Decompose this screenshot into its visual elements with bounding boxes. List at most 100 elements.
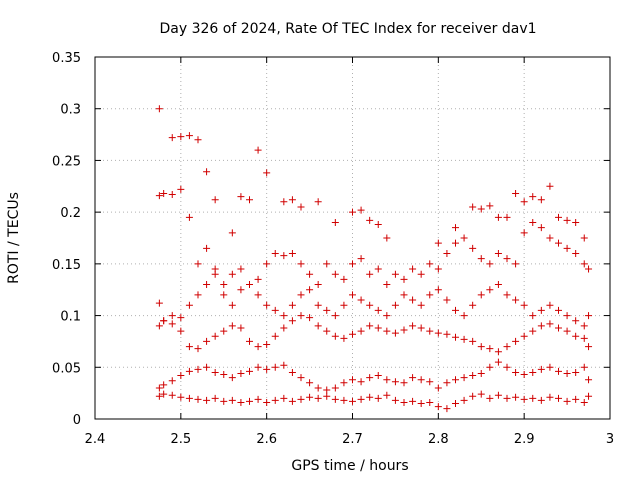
data-point bbox=[572, 368, 580, 376]
data-point bbox=[177, 133, 185, 141]
data-point bbox=[520, 371, 528, 379]
data-point bbox=[314, 301, 322, 309]
data-point bbox=[417, 270, 425, 278]
data-point bbox=[417, 399, 425, 407]
data-point bbox=[340, 275, 348, 283]
data-point bbox=[220, 397, 228, 405]
data-point bbox=[237, 324, 245, 332]
data-point bbox=[271, 396, 279, 404]
data-point bbox=[443, 379, 451, 387]
data-point bbox=[271, 306, 279, 314]
data-point bbox=[203, 363, 211, 371]
data-point bbox=[486, 394, 494, 402]
data-point bbox=[585, 392, 593, 400]
data-point bbox=[494, 250, 502, 258]
data-point bbox=[331, 395, 339, 403]
data-point bbox=[211, 368, 219, 376]
data-point bbox=[297, 291, 305, 299]
data-point bbox=[555, 213, 562, 221]
data-point bbox=[211, 265, 219, 273]
y-tick-label: 0.25 bbox=[52, 154, 81, 169]
data-point bbox=[220, 291, 228, 299]
data-point bbox=[288, 317, 296, 325]
data-point bbox=[357, 296, 365, 304]
data-point bbox=[374, 372, 382, 380]
data-point bbox=[349, 330, 356, 338]
data-point bbox=[177, 327, 185, 335]
data-point bbox=[452, 239, 459, 247]
data-point bbox=[203, 281, 211, 289]
data-point bbox=[400, 398, 408, 406]
data-point bbox=[585, 376, 593, 384]
data-point bbox=[194, 136, 202, 144]
data-point bbox=[331, 312, 339, 320]
data-point bbox=[246, 337, 253, 345]
data-point bbox=[185, 132, 193, 140]
data-point bbox=[280, 361, 288, 369]
data-point bbox=[409, 322, 417, 330]
data-point bbox=[168, 312, 176, 320]
data-point bbox=[357, 206, 365, 214]
data-point bbox=[228, 374, 236, 382]
data-point bbox=[580, 334, 588, 342]
data-point bbox=[340, 334, 348, 342]
data-point bbox=[383, 281, 391, 289]
data-point bbox=[280, 324, 288, 332]
data-point bbox=[155, 392, 163, 400]
data-point bbox=[155, 105, 163, 113]
data-point bbox=[288, 368, 296, 376]
y-tick-label: 0 bbox=[73, 413, 81, 428]
data-point bbox=[357, 395, 365, 403]
data-point bbox=[469, 203, 477, 211]
data-point bbox=[263, 169, 271, 177]
data-point bbox=[271, 363, 279, 371]
data-point bbox=[185, 394, 193, 402]
x-tick-label: 2.7 bbox=[342, 432, 363, 447]
data-point bbox=[434, 286, 442, 294]
data-point bbox=[160, 381, 168, 389]
data-point bbox=[185, 301, 193, 309]
data-point bbox=[271, 332, 279, 340]
data-point bbox=[494, 391, 502, 399]
data-point bbox=[357, 327, 365, 335]
data-point bbox=[366, 322, 374, 330]
data-point bbox=[177, 372, 185, 380]
data-point bbox=[391, 301, 399, 309]
data-point bbox=[494, 281, 502, 289]
data-point bbox=[297, 374, 305, 382]
data-point bbox=[220, 371, 228, 379]
data-point bbox=[349, 208, 356, 216]
x-tick-label: 2.9 bbox=[514, 432, 535, 447]
data-point bbox=[220, 281, 228, 289]
data-point bbox=[228, 301, 236, 309]
data-point bbox=[537, 322, 545, 330]
data-point bbox=[288, 250, 296, 258]
data-point bbox=[254, 343, 262, 351]
data-point bbox=[254, 395, 262, 403]
data-point bbox=[366, 216, 374, 224]
data-point bbox=[155, 299, 163, 307]
data-point bbox=[477, 369, 485, 377]
data-point bbox=[563, 369, 571, 377]
data-point bbox=[194, 365, 202, 373]
data-point bbox=[349, 260, 356, 268]
data-point bbox=[503, 394, 511, 402]
data-point bbox=[331, 218, 339, 226]
data-point bbox=[374, 306, 382, 314]
data-point bbox=[314, 281, 322, 289]
data-point bbox=[409, 374, 417, 382]
data-point bbox=[203, 168, 211, 176]
data-point bbox=[572, 332, 580, 340]
data-point bbox=[512, 368, 520, 376]
data-point bbox=[228, 396, 236, 404]
data-point bbox=[555, 367, 562, 375]
data-point bbox=[563, 312, 571, 320]
data-point bbox=[546, 301, 554, 309]
data-point bbox=[417, 376, 425, 384]
data-point bbox=[580, 260, 588, 268]
data-point bbox=[203, 244, 211, 252]
data-point bbox=[271, 250, 279, 258]
x-tick-label: 3 bbox=[606, 432, 614, 447]
data-point bbox=[357, 378, 365, 386]
data-point bbox=[460, 335, 468, 343]
